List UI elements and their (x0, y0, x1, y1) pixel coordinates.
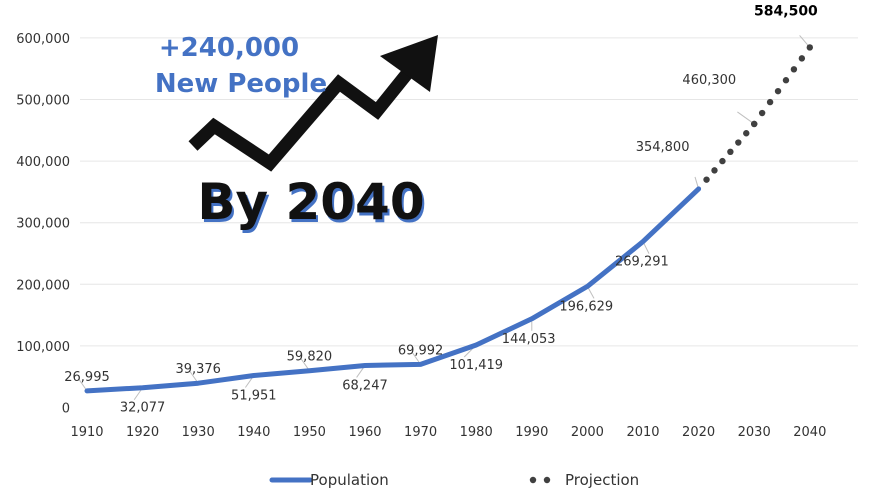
y-tick-label: 600,000 (16, 32, 70, 47)
y-tick-label: 0 (62, 402, 70, 417)
headline-increase: +240,000 (159, 33, 299, 63)
data-label: 32,077 (120, 401, 166, 416)
projection-point (735, 139, 742, 146)
x-tick-label: 1940 (237, 425, 270, 440)
data-label: 59,820 (287, 350, 333, 365)
legend-projection-dot (529, 476, 537, 484)
projection-point (743, 130, 750, 137)
data-label: 51,951 (231, 388, 277, 403)
data-label: 460,300 (682, 73, 736, 88)
data-labels: 26,995 32,077 39,376 51,951 59,820 68,247 69,9… (64, 3, 818, 415)
data-label: 101,419 (449, 358, 503, 373)
x-tick-label: 2020 (682, 425, 715, 440)
projection-point (719, 157, 726, 165)
data-label: 196,629 (559, 299, 613, 314)
projection-point (727, 148, 734, 156)
projection-point (806, 44, 813, 51)
x-tick-label: 2030 (738, 425, 771, 440)
y-tick-label: 200,000 (16, 278, 70, 293)
trending-up-arrow-icon (188, 35, 438, 172)
series-line-population (84, 186, 702, 394)
x-tick-label: 1970 (404, 425, 437, 440)
leader-line (737, 111, 755, 125)
x-tick-label: 1960 (348, 425, 381, 440)
x-tick-label: 2010 (626, 425, 659, 440)
x-tick-label: 1910 (70, 425, 103, 440)
data-label: 144,053 (502, 332, 556, 347)
y-tick-label: 100,000 (16, 340, 70, 355)
data-label: 68,247 (342, 378, 388, 393)
legend-projection-dot (543, 476, 551, 484)
headline-new-people: New People (155, 69, 327, 99)
gridlines (80, 37, 858, 347)
data-label: 584,500 (754, 3, 818, 19)
data-label: 69,992 (398, 343, 444, 358)
data-label: 26,995 (64, 370, 110, 385)
x-tick-label: 1980 (460, 425, 493, 440)
big-text: By 2040 (197, 173, 424, 231)
projection-point (758, 109, 766, 117)
legend-population-label: Population (310, 471, 389, 489)
projection-point (751, 120, 758, 128)
projection-point (703, 176, 710, 183)
projection-point (711, 167, 718, 174)
x-axis-ticks: 1910 1920 1930 1940 1950 1960 1970 1980 1990 2000… (70, 425, 826, 440)
legend: Population Projection (269, 471, 639, 489)
big-text-shadow: By 2040 (199, 176, 426, 234)
projection-point (782, 77, 790, 84)
y-tick-label: 400,000 (16, 155, 70, 170)
projection-point (798, 55, 806, 62)
x-tick-label: 2040 (793, 425, 826, 440)
data-label: 269,291 (615, 255, 669, 270)
y-tick-label: 500,000 (16, 94, 70, 109)
projection-point (766, 98, 774, 106)
x-tick-label: 1930 (182, 425, 215, 440)
y-axis-ticks: 0 100,000 200,000 300,000 400,000 500,000 600,… (16, 32, 70, 417)
projection-point (790, 66, 798, 73)
projection-point (774, 87, 782, 95)
legend-projection-label: Projection (565, 471, 639, 489)
series-lines (84, 44, 813, 394)
x-tick-label: 2000 (571, 425, 604, 440)
x-tick-label: 1920 (126, 425, 159, 440)
data-label: 39,376 (175, 362, 221, 377)
x-tick-label: 1990 (515, 425, 548, 440)
y-tick-label: 300,000 (16, 217, 70, 232)
data-label: 354,800 (636, 140, 690, 155)
x-tick-label: 1950 (293, 425, 326, 440)
